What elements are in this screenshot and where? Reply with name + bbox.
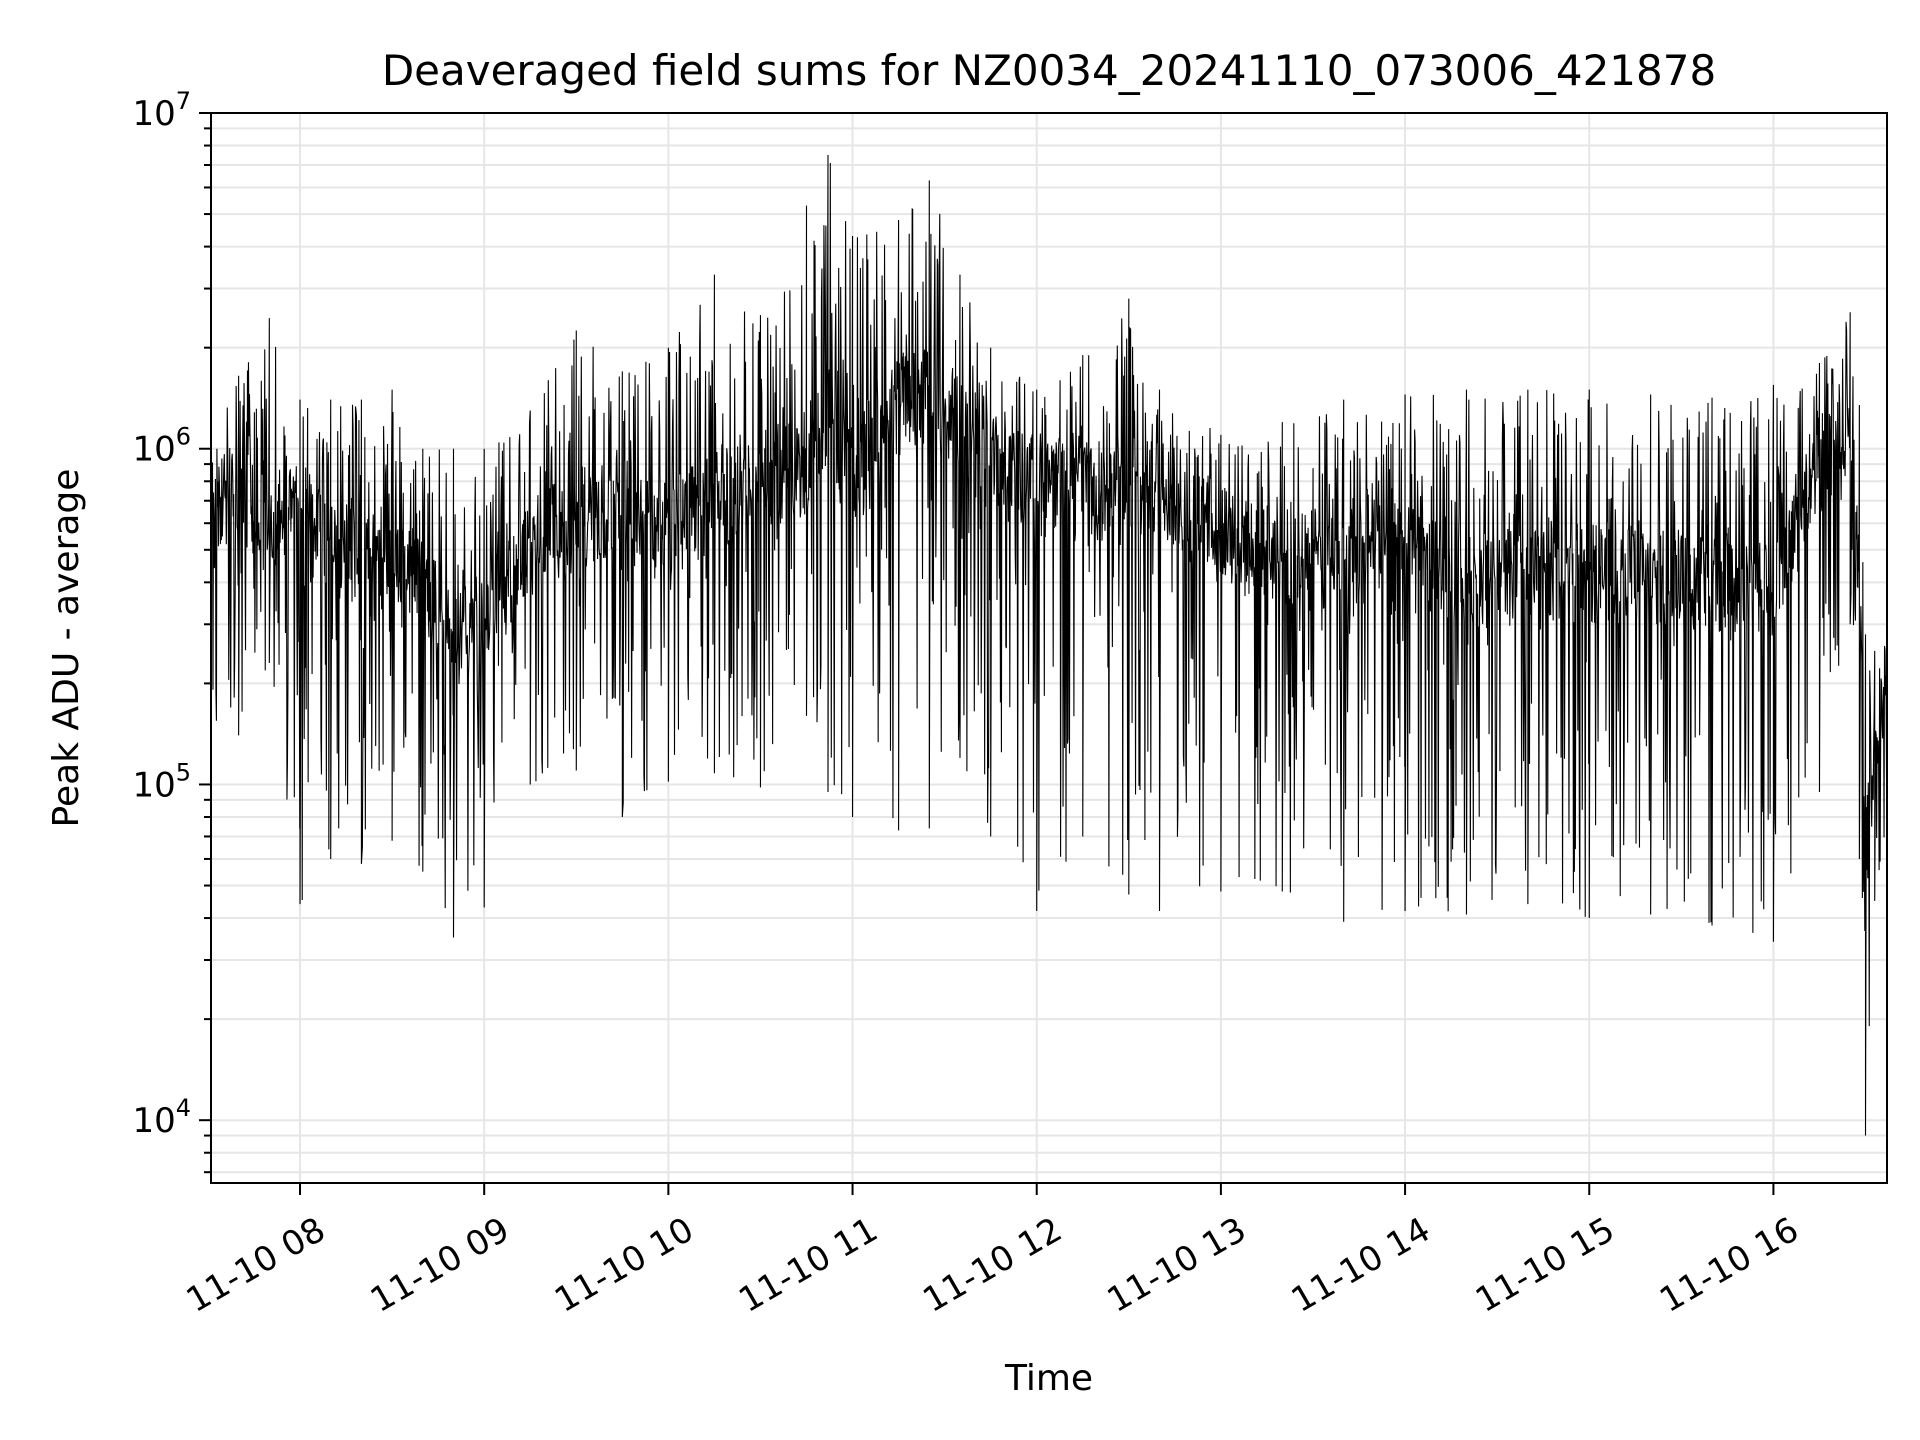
y-tick-label: 104	[132, 1094, 191, 1141]
x-axis-label: Time	[1004, 1358, 1093, 1399]
y-tick-label: 106	[132, 423, 191, 470]
y-tick-base: 10	[132, 94, 175, 134]
y-tick-base: 10	[132, 1101, 175, 1141]
series-layer	[210, 154, 1888, 1136]
y-tick-exponent: 6	[176, 423, 191, 451]
y-tick-label: 105	[132, 758, 191, 805]
y-tick-base: 10	[132, 765, 175, 805]
y-tick-exponent: 5	[176, 758, 191, 786]
y-tick-exponent: 4	[176, 1094, 191, 1122]
y-tick-label: 107	[132, 87, 191, 134]
plot-frame	[210, 112, 1888, 1184]
y-tick-exponent: 7	[176, 87, 191, 115]
series-line	[210, 154, 1888, 1136]
grid	[211, 112, 1887, 1183]
y-tick-base: 10	[132, 430, 175, 470]
y-axis-label: Peak ADU - average	[46, 469, 87, 828]
chart-title: Deaveraged field sums for NZ0034_2024111…	[382, 46, 1716, 95]
